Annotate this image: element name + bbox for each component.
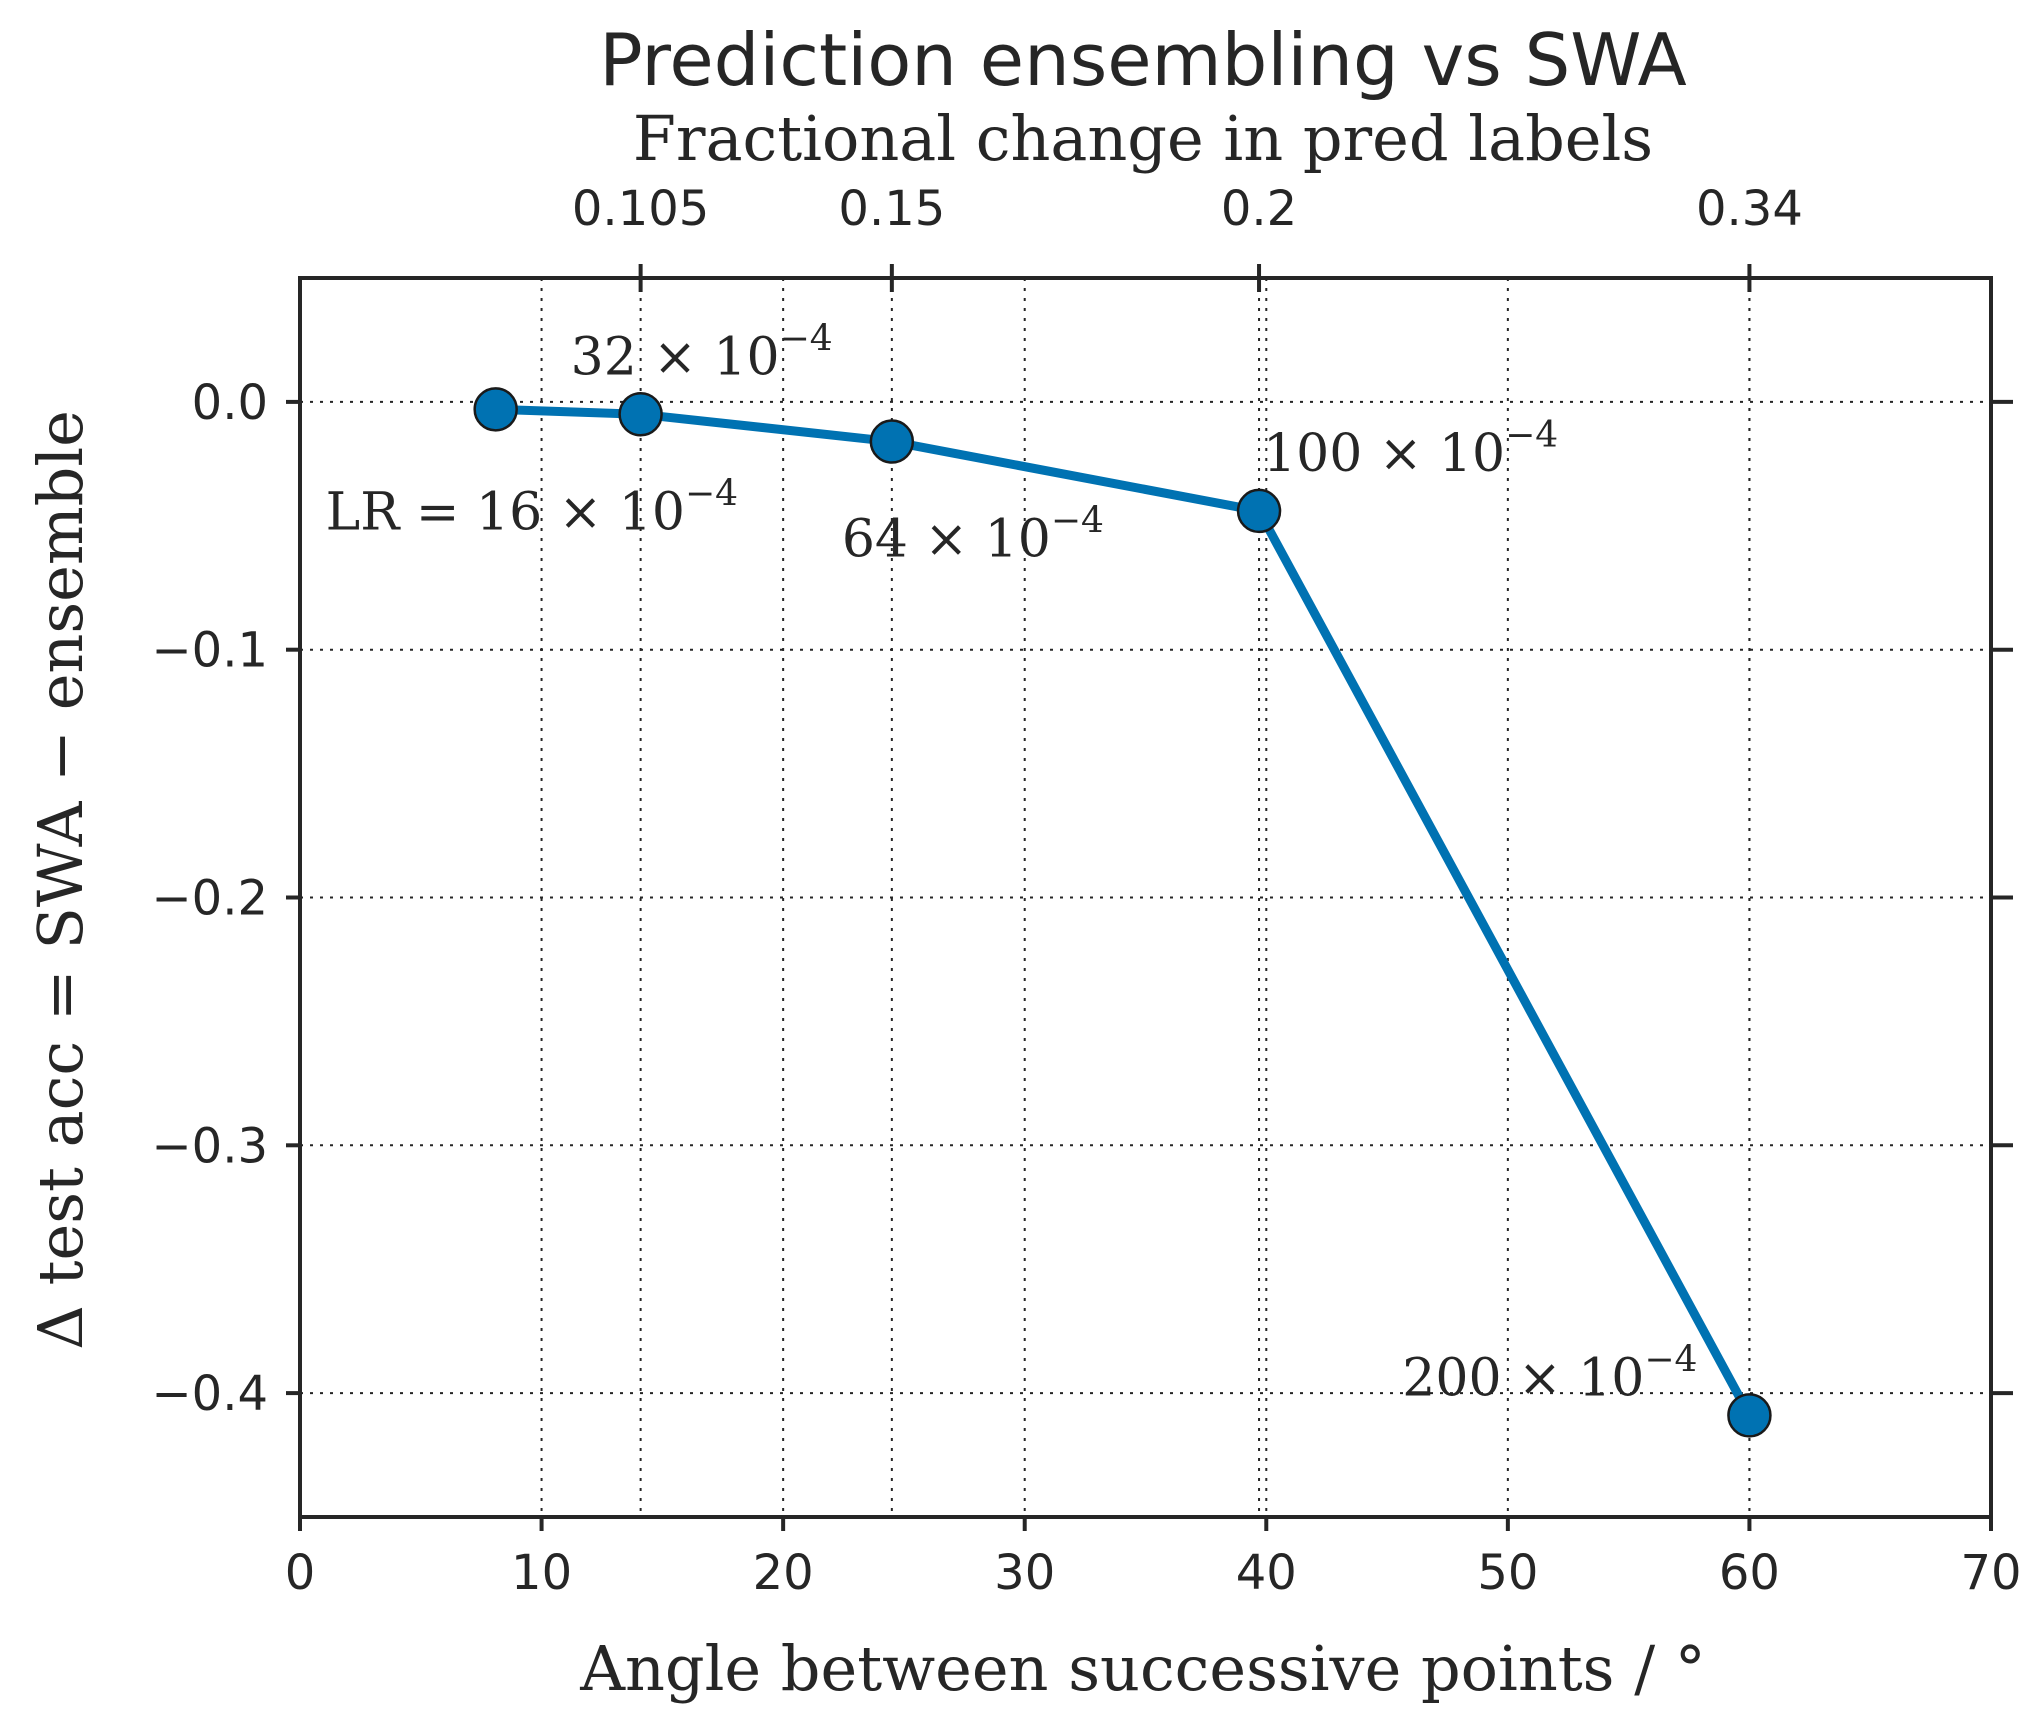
point-label: 200 × 10−4 [1402, 1339, 1697, 1408]
axis-ticks: 0 10 20 30 40 50 60 70 0.105 0.15 0.2 0.34 0.0 −0.1 −0… [151, 181, 2021, 1601]
top-tick-label: 0.105 [572, 181, 709, 237]
data-point [1727, 1393, 1772, 1438]
top-tick-label: 0.2 [1221, 181, 1297, 237]
plot-frame [298, 276, 1993, 1519]
grid-lines [300, 278, 1991, 1517]
x-tick-label: 0 [285, 1545, 316, 1601]
y-axis-label: Δ test acc = SWA − ensemble [24, 410, 97, 1350]
top-tick-label: 0.34 [1696, 181, 1803, 237]
y-tick-label: −0.2 [151, 871, 268, 927]
data-point [869, 419, 915, 464]
point-label: 64 × 10−4 [842, 501, 1104, 570]
point-labels: LR = 16 × 10−4 32 × 10−4 64 × 10−4 100 × 10… [326, 318, 1698, 1408]
x-tick-label: 30 [994, 1545, 1055, 1601]
data-point [473, 387, 518, 432]
x-tick-label: 70 [1960, 1545, 2021, 1601]
data-point [1236, 488, 1282, 534]
y-tick-label: −0.1 [151, 623, 268, 679]
top-axis-label: Fractional change in pred labels [633, 102, 1653, 175]
point-label: LR = 16 × 10−4 [326, 473, 738, 542]
x-tick-label: 60 [1719, 1545, 1780, 1601]
x-tick-label: 20 [753, 1545, 814, 1601]
point-label: 100 × 10−4 [1263, 415, 1558, 484]
point-label: 32 × 10−4 [571, 318, 833, 387]
series-line [495, 404, 1754, 1418]
y-tick-label: −0.3 [151, 1118, 268, 1174]
x-tick-label: 10 [511, 1545, 572, 1601]
x-tick-label: 50 [1477, 1545, 1538, 1601]
data-point [618, 392, 663, 437]
data-series [473, 387, 1772, 1438]
top-tick-label: 0.15 [838, 181, 945, 237]
y-tick-label: −0.4 [151, 1366, 268, 1422]
x-tick-label: 40 [1236, 1545, 1297, 1601]
chart-title: Prediction ensembling vs SWA [599, 18, 1687, 102]
y-tick-label: 0.0 [192, 375, 268, 431]
x-axis-label: Angle between successive points / ° [579, 1632, 1706, 1705]
